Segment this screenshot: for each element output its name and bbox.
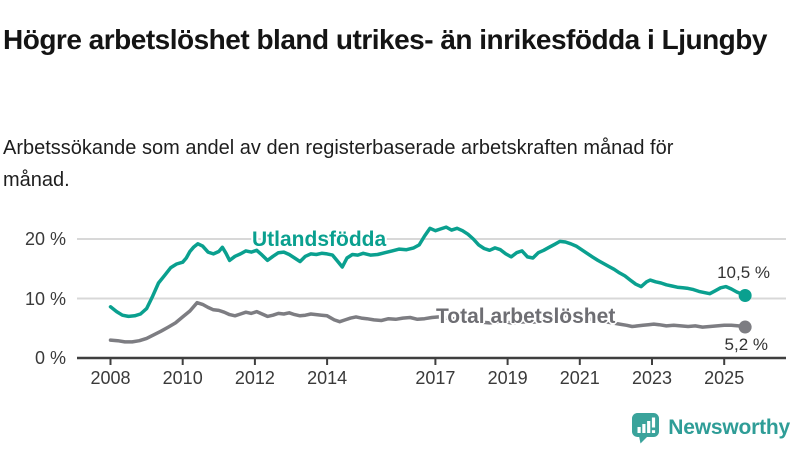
page-title: Högre arbetslöshet bland utrikes- än inr… [3,23,767,55]
x-tick-label-2014: 2014 [307,368,348,388]
x-tick-label-2021: 2021 [559,368,600,388]
end-value-label-utlandsfodda: 10,5 % [717,263,770,282]
series-end-dot-1 [738,320,752,334]
end-value-label-total: 5,2 % [724,335,768,354]
x-tick-label-2008: 2008 [90,368,131,388]
page-subtitle: Arbetssökande som andel av den registerb… [3,137,674,191]
series-label-utlandsfodda: Utlandsfödda [252,228,387,251]
x-tick-label-2012: 2012 [234,368,275,388]
x-tick-label-2023: 2023 [631,368,673,388]
x-tick-label-2010: 2010 [162,368,203,388]
newsworthy-logo[interactable]: Newsworthy [631,412,790,444]
bar-chart-speech-bubble-icon [632,413,660,444]
y-tick-label-20: 20 % [24,229,66,249]
series-end-dot-0 [738,289,752,303]
x-tick-label-2017: 2017 [415,368,456,388]
series-line-1 [108,300,747,344]
newsworthy-wordmark: Newsworthy [668,416,790,439]
y-tick-label-10: 10 % [24,288,66,309]
x-tick-label-2025: 2025 [704,368,745,388]
y-tick-label-0: 0 % [34,348,66,368]
x-tick-label-2019: 2019 [487,368,528,388]
series-line-0 [108,225,747,319]
series-label-total-arbetsloshet: Total arbetslöshet [436,305,616,328]
